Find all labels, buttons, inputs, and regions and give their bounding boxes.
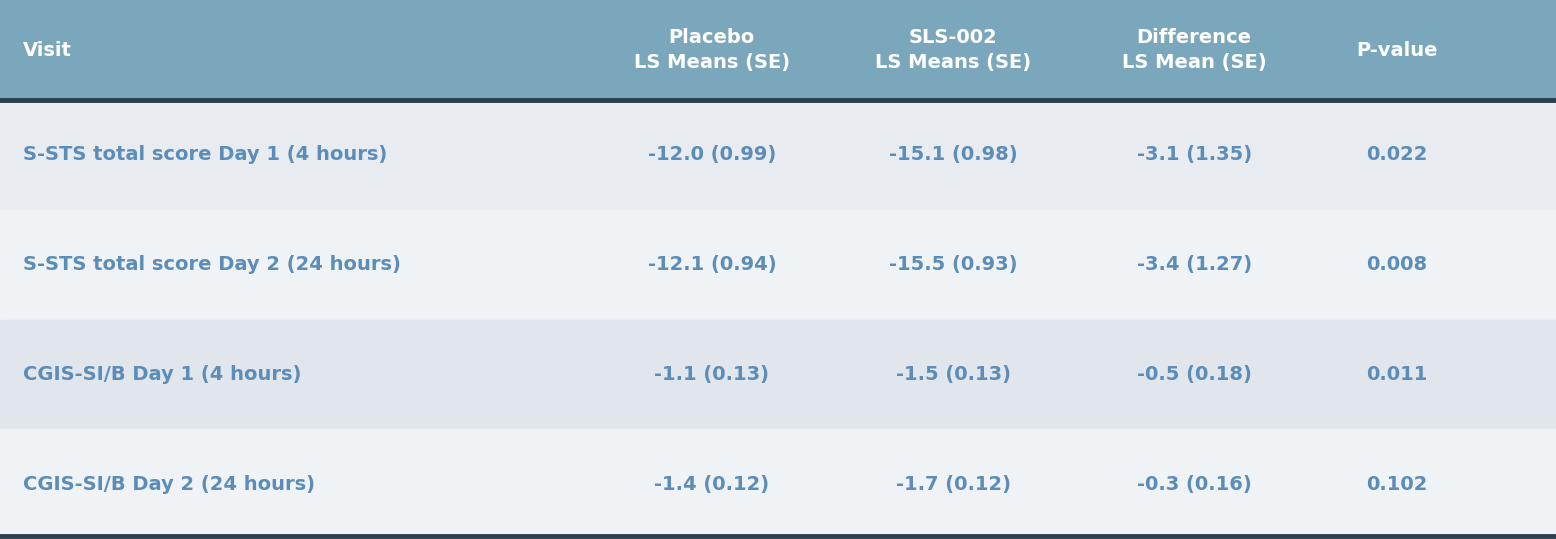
Text: 0.011: 0.011 [1366, 365, 1427, 384]
Text: Placebo
LS Means (SE): Placebo LS Means (SE) [633, 29, 790, 72]
Text: 0.102: 0.102 [1366, 475, 1427, 494]
Text: S-STS total score Day 2 (24 hours): S-STS total score Day 2 (24 hours) [23, 255, 401, 274]
Text: -0.5 (0.18): -0.5 (0.18) [1137, 365, 1251, 384]
Bar [0, 320, 1556, 429]
Text: CGIS-SI/B Day 2 (24 hours): CGIS-SI/B Day 2 (24 hours) [23, 475, 316, 494]
Bar [0, 429, 1556, 539]
Text: CGIS-SI/B Day 1 (4 hours): CGIS-SI/B Day 1 (4 hours) [23, 365, 302, 384]
Text: 0.022: 0.022 [1366, 146, 1427, 164]
Text: -3.4 (1.27): -3.4 (1.27) [1137, 255, 1251, 274]
Text: SLS-002
LS Means (SE): SLS-002 LS Means (SE) [874, 29, 1032, 72]
Text: -3.1 (1.35): -3.1 (1.35) [1137, 146, 1251, 164]
Text: -1.1 (0.13): -1.1 (0.13) [655, 365, 769, 384]
Text: -12.0 (0.99): -12.0 (0.99) [647, 146, 776, 164]
Text: -1.4 (0.12): -1.4 (0.12) [655, 475, 769, 494]
Text: P-value: P-value [1355, 40, 1438, 59]
Text: -1.5 (0.13): -1.5 (0.13) [896, 365, 1010, 384]
Text: -1.7 (0.12): -1.7 (0.12) [896, 475, 1010, 494]
Text: -15.1 (0.98): -15.1 (0.98) [888, 146, 1018, 164]
Bar [0, 210, 1556, 320]
Text: S-STS total score Day 1 (4 hours): S-STS total score Day 1 (4 hours) [23, 146, 387, 164]
Text: 0.008: 0.008 [1366, 255, 1427, 274]
Text: -0.3 (0.16): -0.3 (0.16) [1137, 475, 1251, 494]
Bar [0, 0, 1556, 100]
Text: Difference
LS Mean (SE): Difference LS Mean (SE) [1122, 29, 1267, 72]
Text: Visit: Visit [23, 40, 72, 59]
Bar [0, 100, 1556, 210]
Text: -12.1 (0.94): -12.1 (0.94) [647, 255, 776, 274]
Text: -15.5 (0.93): -15.5 (0.93) [888, 255, 1018, 274]
